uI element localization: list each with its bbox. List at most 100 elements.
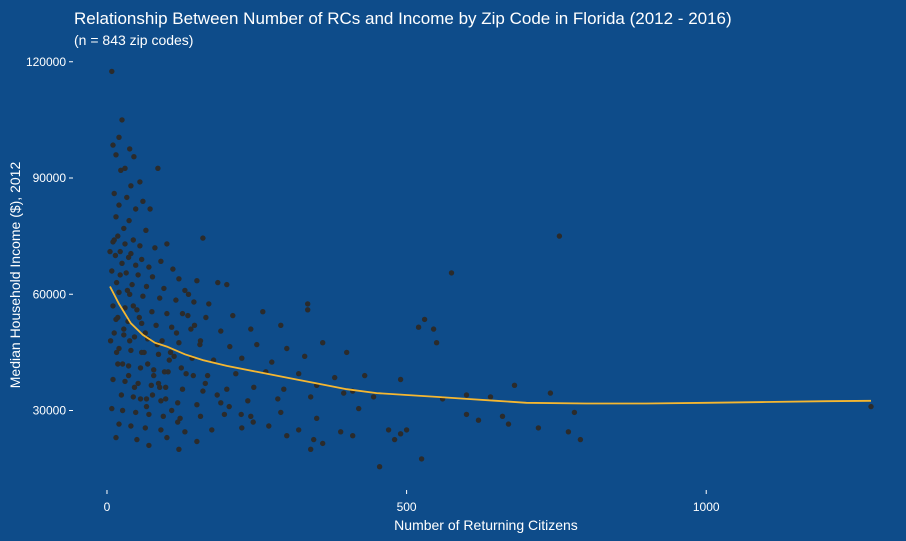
data-point [142,425,148,431]
data-point [113,152,119,158]
data-point [121,332,127,338]
y-tick-label: 30000 [33,404,67,418]
data-point [499,413,506,419]
data-point [284,433,290,439]
data-point [164,310,170,317]
x-tick-label: 1000 [693,500,720,514]
data-point [200,235,206,241]
data-point [115,314,121,321]
data-point [547,390,554,396]
data-point [119,117,125,123]
data-point [147,206,153,212]
data-point [110,142,116,148]
data-point [556,233,563,239]
data-point [126,217,132,224]
data-point [218,328,224,334]
data-point [248,326,254,332]
data-point [111,330,117,336]
y-tick-label: 120000 [26,55,66,69]
data-point [430,326,437,332]
data-point [185,312,191,319]
data-point [122,305,128,311]
data-point [397,431,404,437]
data-point [183,371,189,377]
data-point [113,214,119,220]
data-point [320,340,326,346]
data-point [128,347,134,354]
y-axis: 30000 60000 90000 120000 [26,55,73,418]
data-point [206,301,212,307]
data-point [110,303,116,309]
data-point [202,380,208,387]
data-point [125,372,132,379]
data-point [143,227,149,233]
chart-subtitle: (n = 843 zip codes) [74,32,193,48]
data-point [248,413,254,419]
data-point [296,371,302,377]
data-point [173,330,180,336]
data-point [296,427,302,433]
data-point [128,423,134,429]
data-point [139,349,145,356]
data-point [143,403,150,410]
data-point [139,320,145,326]
y-axis-title: Median Household Income ($), 2012 [7,162,23,389]
data-point [204,372,211,379]
data-point [143,283,150,290]
data-point [254,341,260,348]
data-point [122,378,128,385]
data-point [166,357,172,363]
data-point [391,436,398,443]
data-point [463,411,470,418]
data-point [203,314,209,321]
data-point [131,384,138,390]
data-point [149,274,156,280]
x-axis: 0 500 1000 [104,490,720,514]
data-point [133,409,139,416]
data-point [224,281,230,288]
data-point [415,324,422,330]
data-point [338,429,344,435]
data-point [155,165,161,171]
data-point [191,299,197,305]
data-point [149,392,156,398]
data-point [164,434,170,441]
data-point [215,279,221,286]
data-point [113,434,119,441]
data-point [308,446,314,452]
data-point [139,256,145,263]
data-point [179,386,186,392]
data-point [121,326,127,332]
data-point [137,243,143,249]
data-point [111,237,117,243]
data-point [122,241,128,247]
data-point [176,276,182,282]
data-point [110,376,116,383]
data-point [284,345,290,352]
x-tick-label: 0 [104,500,111,514]
y-tick-label: 60000 [33,287,67,301]
data-point [131,334,138,340]
data-point [535,425,542,431]
data-point [350,433,356,439]
data-point [111,190,117,197]
data-point [250,419,256,425]
data-point [194,278,200,284]
data-point [239,355,245,361]
data-point [397,376,404,383]
data-point [133,206,139,212]
data-point [475,417,482,423]
data-point [107,248,113,255]
data-point [305,307,311,313]
data-point [161,285,167,292]
data-point [281,386,287,392]
data-point [130,237,136,243]
data-point [135,380,141,387]
data-point [127,291,133,297]
data-point [302,353,308,359]
data-point [197,338,204,344]
x-tick-label: 500 [397,500,417,514]
data-point [245,398,251,404]
data-point [127,338,133,344]
data-point [421,316,428,323]
